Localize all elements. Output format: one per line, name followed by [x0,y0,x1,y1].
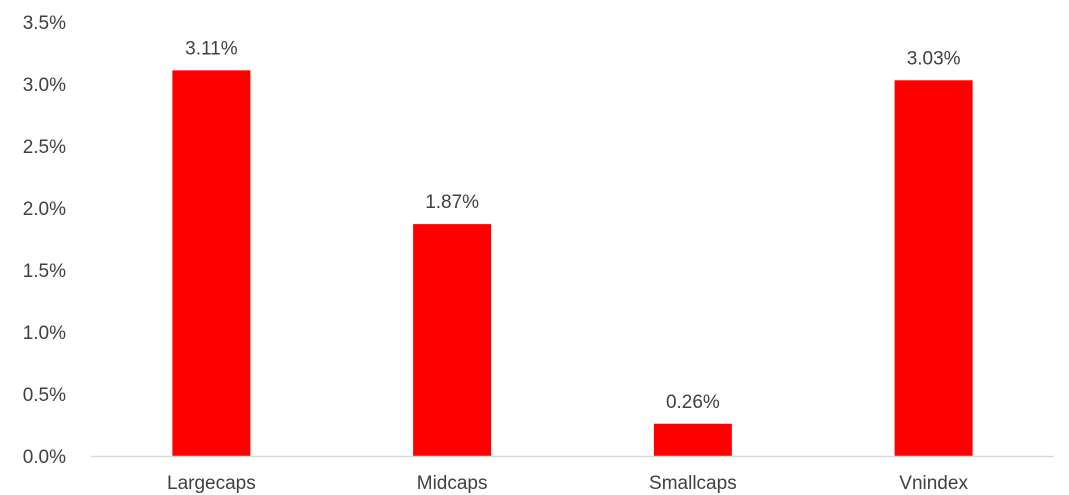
y-tick-label: 3.0% [23,75,66,96]
data-label-midcaps: 1.87% [425,192,479,213]
bar-midcaps [413,224,492,456]
bar-largecaps [172,70,251,457]
x-tick-label-vnindex: Vnindex [899,473,968,494]
bar-vnindex [894,80,973,456]
y-tick-label: 2.5% [23,137,66,158]
data-label-largecaps: 3.11% [185,38,238,59]
x-tick-label-smallcaps: Smallcaps [649,473,737,494]
x-tick-label-midcaps: Midcaps [417,473,488,494]
data-label-smallcaps: 0.26% [666,392,720,413]
y-axis-tick-labels: 0.0% 0.5% 1.0% 1.5% 2.0% 2.5% 3.0% 3.5% [23,13,66,468]
x-tick-label-largecaps: Largecaps [167,473,256,494]
data-label-vnindex: 3.03% [907,48,961,69]
y-tick-label: 1.5% [23,261,66,282]
y-tick-label: 1.0% [23,323,66,344]
data-labels: 3.11% 1.87% 0.26% 3.03% [185,38,961,412]
y-tick-label: 0.0% [23,447,66,468]
bars [172,70,973,457]
x-axis-tick-labels: Largecaps Midcaps Smallcaps Vnindex [167,473,968,494]
bar-smallcaps [653,423,732,456]
y-tick-label: 3.5% [23,13,66,34]
y-tick-label: 2.0% [23,199,66,220]
y-tick-label: 0.5% [23,385,66,406]
